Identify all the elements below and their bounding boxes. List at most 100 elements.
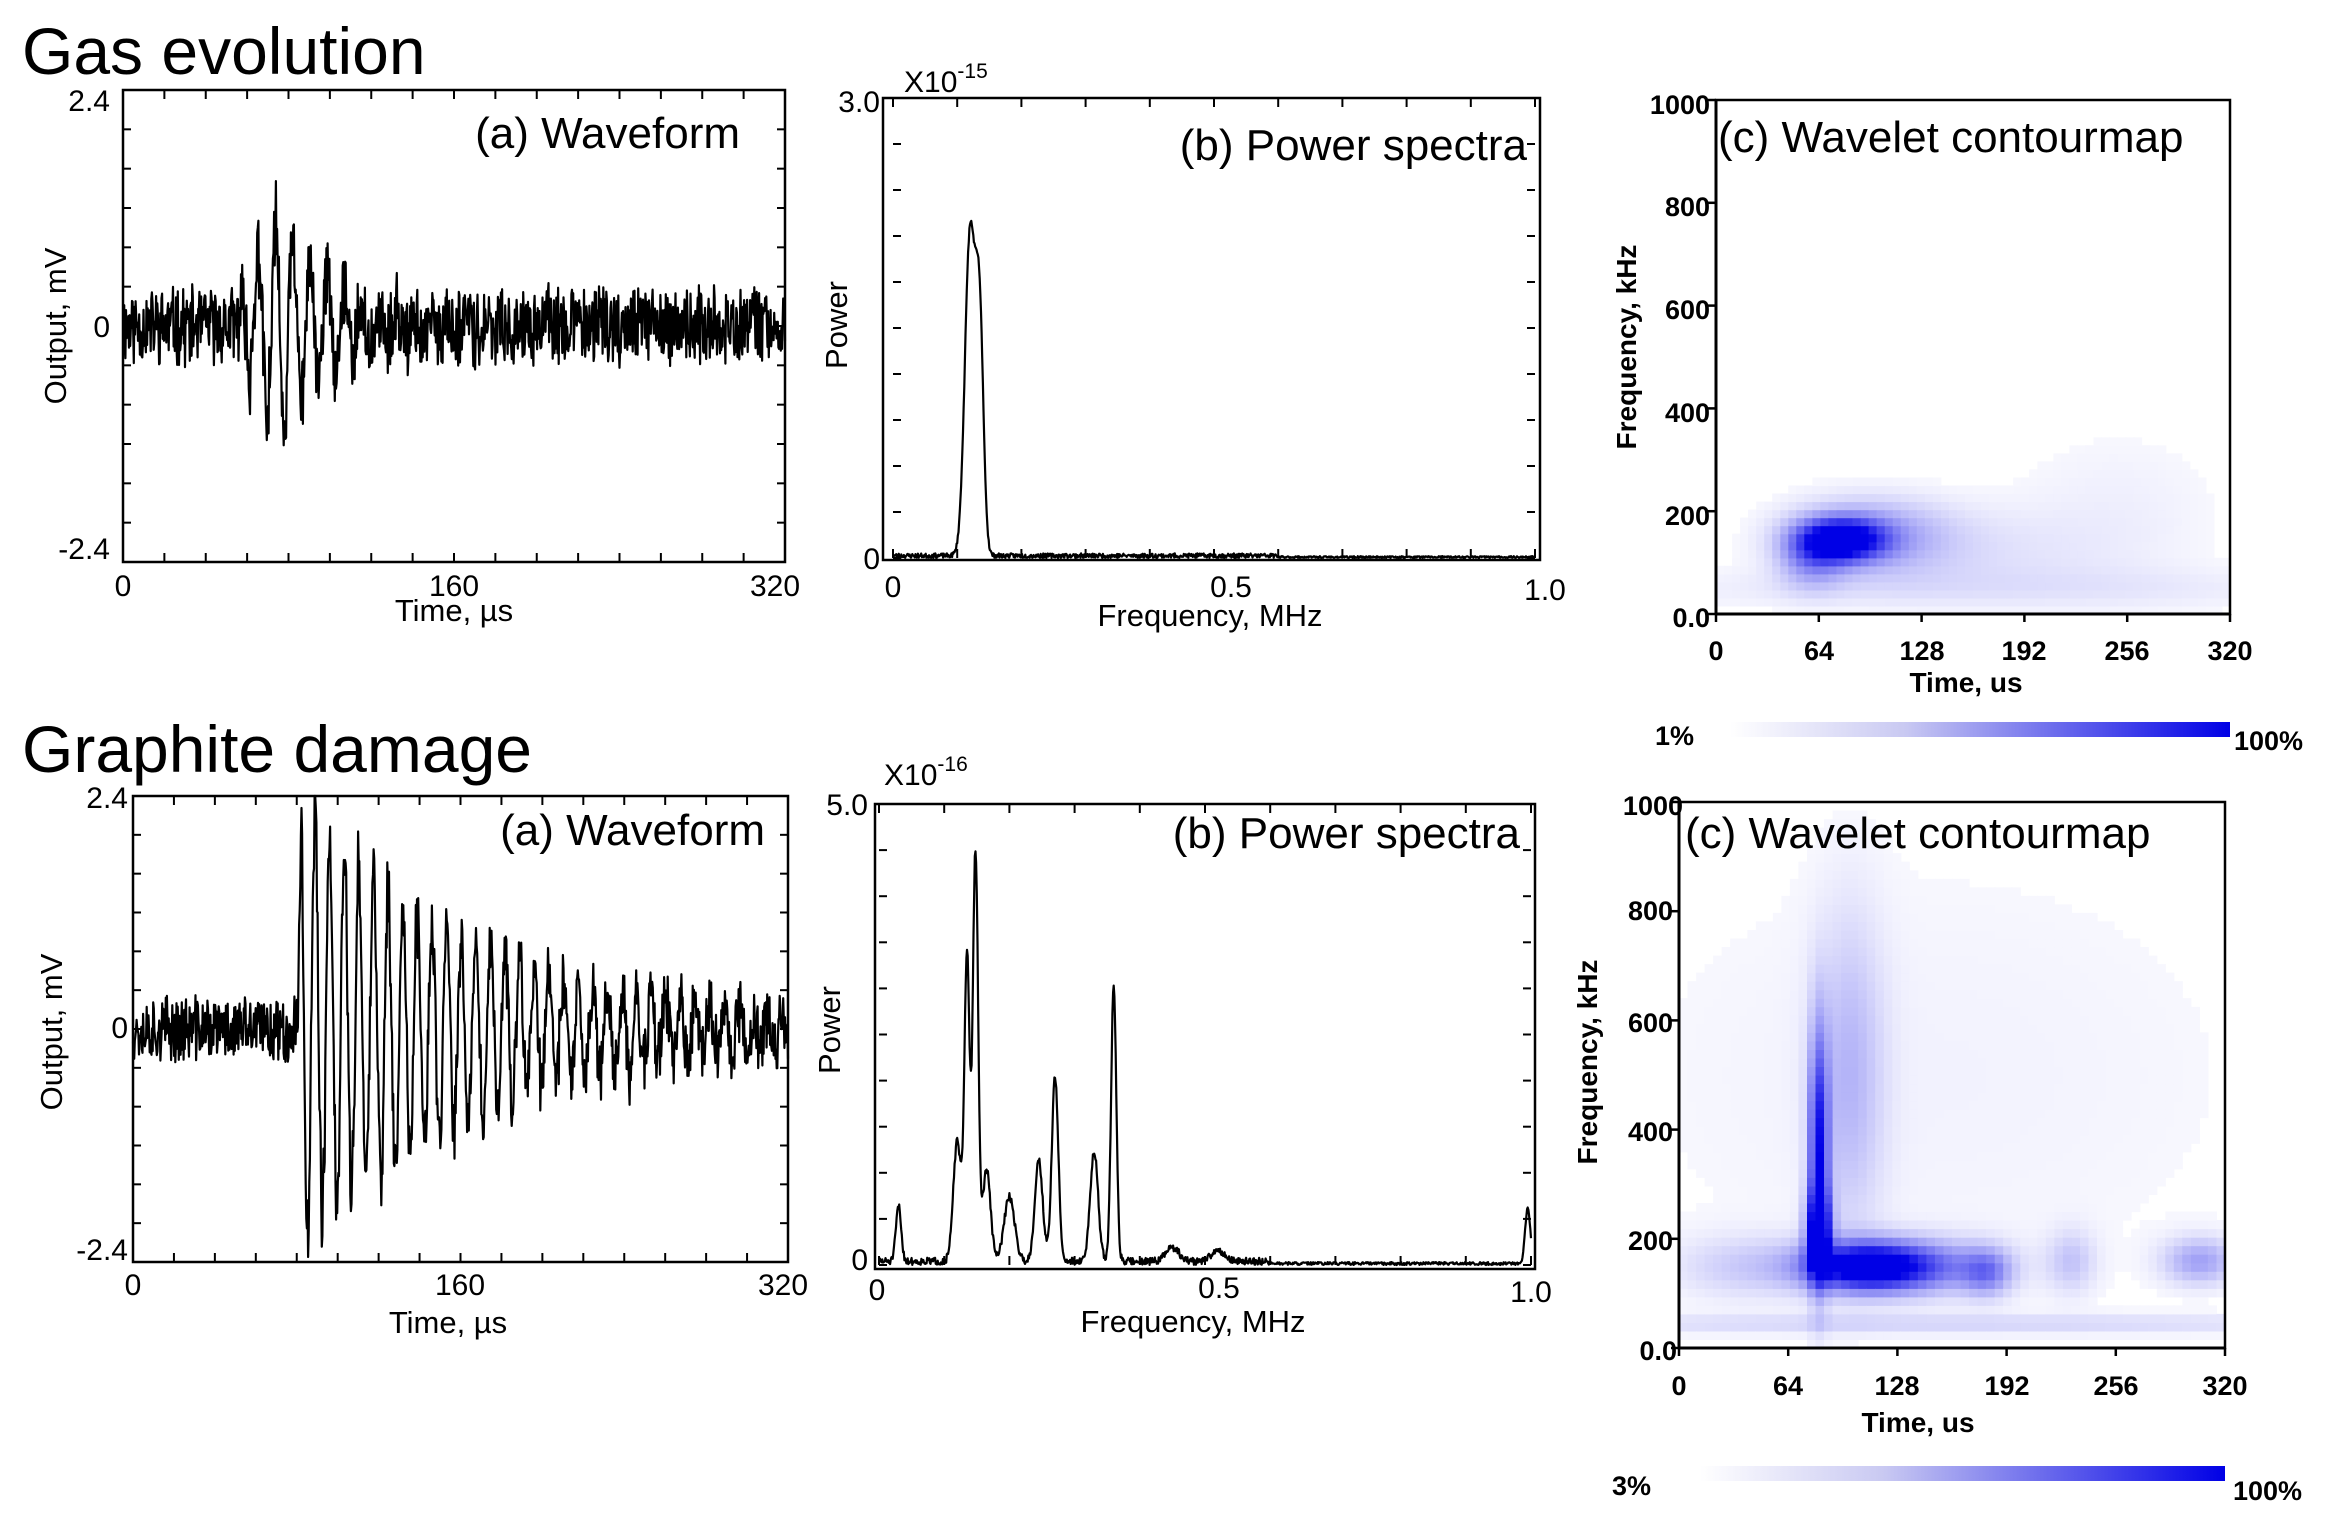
wavelet-cell (2003, 1254, 2013, 1264)
wavelet-cell (1960, 1203, 1970, 1213)
wavelet-cell (2062, 1194, 2072, 1204)
wavelet-cell (1748, 597, 1757, 607)
wavelet-cell (1973, 501, 1982, 511)
wavelet-cell (1815, 870, 1825, 880)
wavelet-cell (1858, 1040, 1868, 1050)
wavelet-cell (1832, 836, 1842, 846)
wavelet-cell (1738, 1279, 1748, 1289)
wavelet-cell (2165, 517, 2175, 527)
wavelet-cell (1841, 1151, 1851, 1161)
wavelet-cell (1973, 573, 1982, 583)
wavelet-cell (2077, 477, 2086, 487)
wavelet-cell (2189, 493, 2199, 503)
wavelet-cell (1696, 1305, 1706, 1315)
wavelet-cell (1764, 1143, 1774, 1153)
wavelet-cell (2114, 1203, 2124, 1213)
wavelet-cell (1841, 1237, 1851, 1247)
wavelet-cell (1704, 1023, 1714, 1033)
wavelet-cell (2037, 1305, 2047, 1315)
wavelet-cell (1807, 1083, 1817, 1093)
wavelet-cell (2045, 912, 2055, 922)
wavelet-cell (1738, 1109, 1748, 1119)
wavelet-cell (1892, 1151, 1902, 1161)
wavelet-cell (2109, 581, 2119, 591)
wavelet-cell (1977, 887, 1987, 897)
wavelet-cell (1977, 1296, 1987, 1306)
wavelet-cell (1713, 1134, 1723, 1144)
wavelet-cell (2069, 477, 2078, 487)
wavelet-cell (1875, 1245, 1885, 1255)
wavelet-cell (1798, 1313, 1808, 1323)
wavelet-cell (2182, 1134, 2192, 1144)
wavelet-cell (1713, 1177, 1723, 1187)
wavelet-cell (2189, 501, 2199, 511)
wavelet-cell (2045, 1083, 2055, 1093)
wavelet-cell (1876, 517, 1886, 527)
wavelet-cell (1866, 895, 1876, 905)
wavelet-cell (1679, 1322, 1689, 1332)
wavelet-cell (1815, 1228, 1825, 1238)
wavelet-cell (2173, 469, 2183, 478)
wavelet-cell (1943, 1134, 1953, 1144)
wavelet-cell (1969, 1083, 1979, 1093)
wavelet-cell (1875, 972, 1885, 982)
wavelet-cell (1883, 1177, 1893, 1187)
wavelet-cell (1812, 581, 1821, 591)
wavelet-cell (1755, 1296, 1765, 1306)
wavelet-cell (2093, 541, 2103, 551)
wavelet-cell (1798, 1083, 1808, 1093)
wavelet-cell (2069, 485, 2078, 495)
graphite-spectrum-exponent-power: -16 (937, 753, 967, 776)
wavelet-cell (1721, 1057, 1731, 1067)
wavelet-cell (1909, 1049, 1919, 1059)
wavelet-cell (1815, 1083, 1825, 1093)
wavelet-cell (2122, 1057, 2132, 1067)
wavelet-cell (1824, 895, 1834, 905)
wavelet-cell (2156, 1075, 2166, 1085)
wavelet-cell (1858, 1220, 1868, 1230)
wavelet-cell (1738, 1032, 1748, 1042)
wavelet-cell (2149, 477, 2159, 487)
wavelet-cell (1704, 1177, 1714, 1187)
wavelet-cell (1926, 1228, 1936, 1238)
wavelet-cell (1909, 1134, 1919, 1144)
wavelet-cell (2189, 533, 2199, 543)
wavelet-cell (1909, 1006, 1919, 1016)
wavelet-cell (2173, 485, 2183, 495)
graphite-spectrum-minor-ticks (878, 803, 1532, 1266)
wavelet-cell (1721, 1126, 1731, 1136)
wavelet-cell (2020, 1040, 2030, 1050)
wavelet-cell (1696, 1245, 1706, 1255)
wavelet-cell (1960, 1117, 1970, 1127)
wavelet-cell (1841, 1023, 1851, 1033)
wavelet-cell (1756, 581, 1765, 591)
wavelet-cell (1883, 861, 1893, 871)
wavelet-cell (2097, 1066, 2107, 1076)
wavelet-cell (1789, 1126, 1799, 1136)
wavelet-cell (1730, 998, 1740, 1008)
wavelet-cell (1824, 1322, 1834, 1332)
wavelet-cell (2105, 1109, 2115, 1119)
wavelet-cell (1997, 589, 2006, 599)
wavelet-cell (1772, 1109, 1782, 1119)
wavelet-cell (1892, 1237, 1902, 1247)
wavelet-cell (1956, 589, 1966, 599)
wavelet-cell (2062, 1177, 2072, 1187)
wavelet-cell (1807, 1015, 1817, 1025)
wavelet-cell (2088, 955, 2098, 965)
wavelet-cell (1934, 1006, 1944, 1016)
wavelet-cell (2054, 1194, 2064, 1204)
wavelet-cell (2139, 1254, 2149, 1264)
wavelet-cell (2080, 1254, 2090, 1264)
wavelet-cell (2011, 1134, 2021, 1144)
graphite-wavelet-xlabel: Time, us (1861, 1407, 1974, 1438)
wavelet-cell (2131, 1100, 2141, 1110)
wavelet-cell (1866, 1143, 1876, 1153)
wavelet-cell (2062, 1322, 2072, 1332)
wavelet-cell (1781, 964, 1791, 974)
wavelet-cell (1804, 525, 1813, 535)
wavelet-cell (1934, 1245, 1944, 1255)
wavelet-cell (1687, 1023, 1697, 1033)
wavelet-cell (2020, 1049, 2030, 1059)
wavelet-cell (1860, 477, 1870, 487)
